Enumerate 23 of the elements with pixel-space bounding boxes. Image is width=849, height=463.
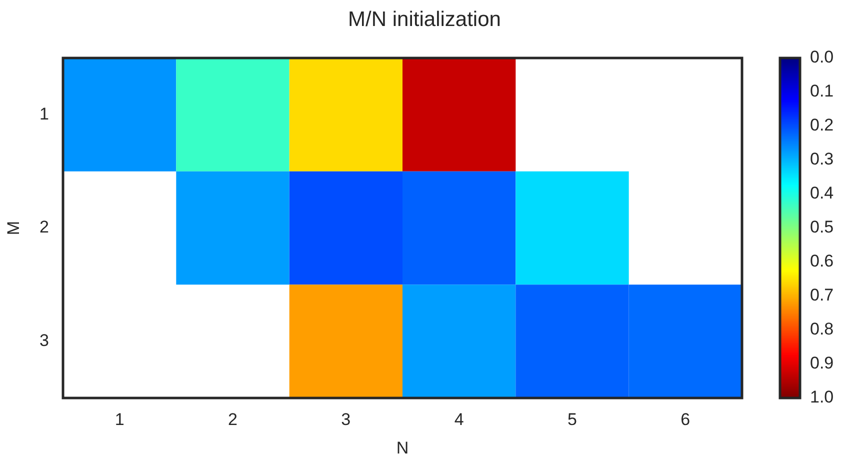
color-bar-label: 0.3 xyxy=(810,150,834,169)
color-bar-label: 0.6 xyxy=(810,252,834,271)
color-bar-label: 0.2 xyxy=(810,116,834,135)
color-bar-label: 1.0 xyxy=(810,388,834,407)
x-tick-label: 2 xyxy=(228,410,238,429)
color-bar-label: 0.4 xyxy=(810,184,834,203)
x-tick-label: 6 xyxy=(680,410,690,429)
color-bar-label: 0.5 xyxy=(810,218,834,237)
x-tick-label: 4 xyxy=(454,410,464,429)
x-tick-label: 5 xyxy=(568,410,577,429)
x-axis-title: N xyxy=(396,438,409,458)
chart-title: M/N initialization xyxy=(347,8,502,32)
x-tick-label: 1 xyxy=(114,410,124,429)
y-tick-label: 3 xyxy=(40,331,49,350)
color-bar-label: 0.1 xyxy=(810,82,834,101)
color-bar-label: 0.9 xyxy=(810,354,834,373)
color-bar-label: 0.7 xyxy=(810,286,834,305)
color-bar-label: 0.0 xyxy=(810,48,834,67)
y-tick-label: 2 xyxy=(40,218,49,237)
y-axis-title: M xyxy=(4,220,23,236)
x-tick-label: 3 xyxy=(341,410,351,429)
y-tick-label: 1 xyxy=(40,104,49,124)
color-bar-label: 0.8 xyxy=(810,320,834,339)
